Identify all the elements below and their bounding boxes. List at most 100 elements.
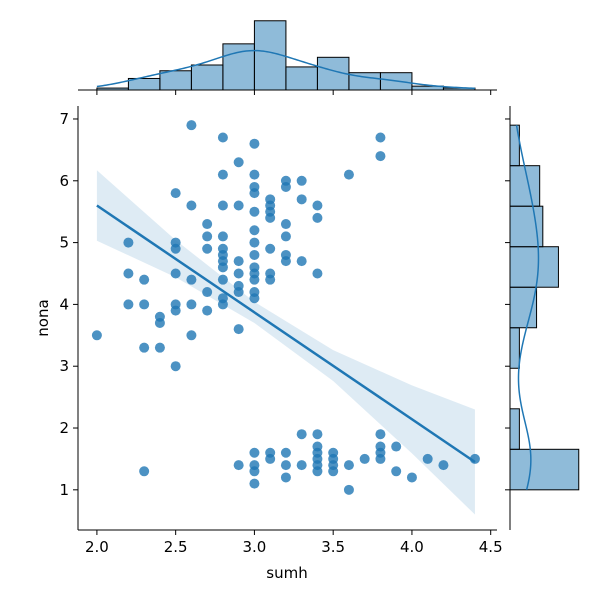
scatter-point	[391, 466, 402, 477]
scatter-point	[296, 175, 307, 186]
x-tick-label: 2.5	[164, 538, 188, 556]
scatter-point	[406, 472, 417, 483]
scatter-point	[312, 268, 323, 279]
x-tick-label: 3.5	[321, 538, 345, 556]
scatter-point	[280, 181, 291, 192]
scatter-point	[438, 460, 449, 471]
scatter-point	[217, 274, 228, 285]
scatter-point	[233, 256, 244, 267]
scatter-point	[249, 249, 260, 260]
x-tick-label: 3.0	[242, 538, 266, 556]
scatter-point	[296, 460, 307, 471]
scatter-point	[217, 169, 228, 180]
scatter-point	[170, 305, 181, 316]
x-axis-label: sumh	[266, 564, 307, 582]
histogram-bar	[509, 327, 520, 369]
scatter-point	[233, 460, 244, 471]
scatter-point	[265, 212, 276, 223]
histogram-bar	[96, 87, 129, 91]
scatter-point	[265, 453, 276, 464]
scatter-point	[312, 212, 323, 223]
scatter-point	[249, 188, 260, 199]
scatter-point	[249, 169, 260, 180]
scatter-point	[217, 231, 228, 242]
scatter-point	[186, 120, 197, 131]
scatter-point	[217, 262, 228, 273]
scatter-point	[249, 206, 260, 217]
confidence-band	[96, 170, 475, 515]
y-tick-label: 3	[59, 357, 69, 375]
histogram-bar	[509, 165, 541, 207]
scatter-point	[123, 237, 134, 248]
histogram-bar	[509, 448, 580, 491]
scatter-point	[186, 200, 197, 211]
scatter-point	[202, 287, 213, 298]
scatter-point	[202, 243, 213, 254]
scatter-point	[312, 429, 323, 440]
y-tick-label: 7	[59, 110, 69, 128]
scatter-point	[123, 268, 134, 279]
scatter-point	[233, 324, 244, 335]
scatter-point	[170, 268, 181, 279]
histogram-bar	[509, 408, 520, 450]
scatter-point	[280, 231, 291, 242]
scatter-point	[422, 453, 433, 464]
scatter-point	[359, 453, 370, 464]
scatter-point	[217, 299, 228, 310]
scatter-point	[186, 299, 197, 310]
scatter-point	[139, 466, 150, 477]
scatter-point	[375, 132, 386, 143]
y-tick-label: 5	[59, 234, 69, 252]
scatter-point	[202, 305, 213, 316]
x-tick-label: 2.0	[85, 538, 109, 556]
scatter-point	[217, 200, 228, 211]
scatter-point	[186, 274, 197, 285]
scatter-point	[312, 466, 323, 477]
scatter-point	[328, 466, 339, 477]
scatter-point	[217, 132, 228, 143]
scatter-point	[249, 138, 260, 149]
scatter-point	[202, 231, 213, 242]
y-axis-label: nona	[34, 299, 52, 336]
scatter-point	[170, 188, 181, 199]
kde-curve	[515, 125, 540, 491]
y-tick-label: 2	[59, 419, 69, 437]
x-tick-label: 4.0	[400, 538, 424, 556]
scatter-point	[139, 299, 150, 310]
scatter-point	[280, 219, 291, 230]
scatter-point	[249, 293, 260, 304]
scatter-point	[343, 460, 354, 471]
scatter-point	[249, 225, 260, 236]
y-tick-label: 6	[59, 172, 69, 190]
scatter-point	[249, 237, 260, 248]
scatter-point	[249, 274, 260, 285]
scatter-point	[249, 478, 260, 489]
scatter-point	[170, 361, 181, 372]
scatter-point	[91, 330, 102, 341]
scatter-point	[375, 429, 386, 440]
scatter-point	[312, 441, 323, 452]
scatter-point	[233, 157, 244, 168]
scatter-point	[186, 330, 197, 341]
scatter-point	[280, 256, 291, 267]
scatter-point	[312, 200, 323, 211]
scatter-point	[154, 317, 165, 328]
kde-curve	[96, 49, 475, 90]
scatter-point	[343, 484, 354, 495]
scatter-point	[249, 466, 260, 477]
scatter-point	[202, 219, 213, 230]
histogram-bar	[509, 246, 559, 288]
scatter-point	[170, 243, 181, 254]
scatter-point	[296, 256, 307, 267]
scatter-point	[296, 429, 307, 440]
scatter-point	[280, 460, 291, 471]
y-tick-label: 4	[59, 295, 69, 313]
scatter-point	[139, 342, 150, 353]
histogram-bar	[190, 64, 224, 91]
scatter-point	[233, 268, 244, 279]
scatter-point	[296, 194, 307, 205]
scatter-point	[391, 441, 402, 452]
scatter-point	[249, 447, 260, 458]
scatter-point	[233, 287, 244, 298]
